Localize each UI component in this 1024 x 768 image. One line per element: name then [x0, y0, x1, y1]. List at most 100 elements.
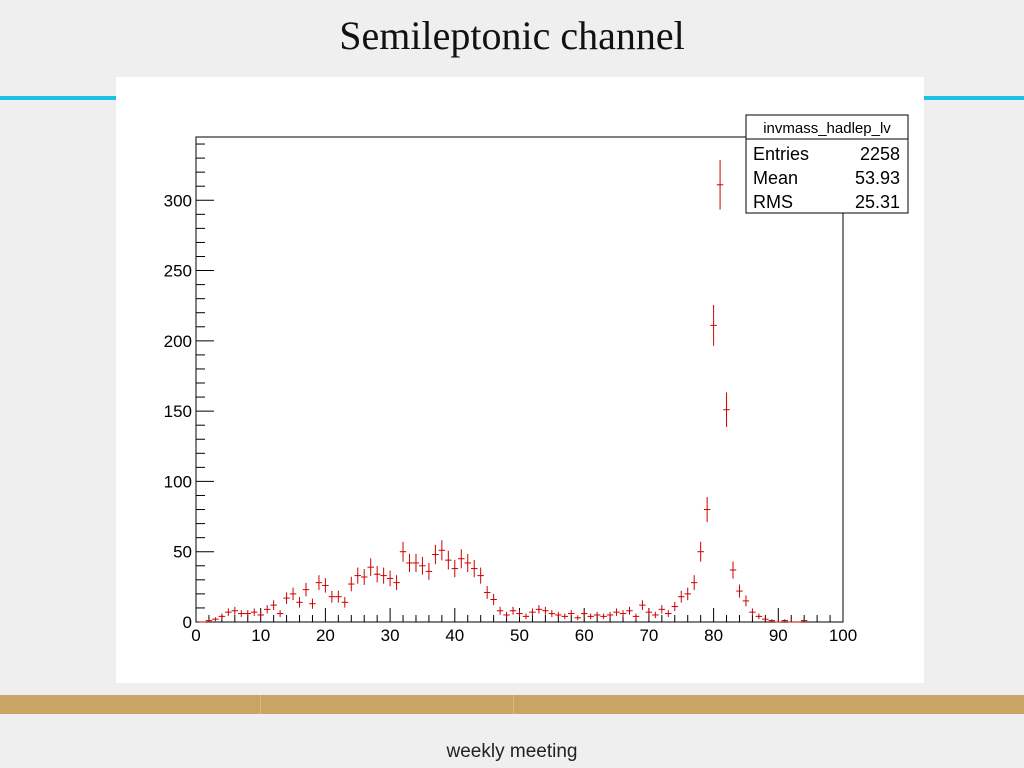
data-point: [360, 569, 368, 585]
data-point: [626, 606, 633, 615]
data-point: [406, 553, 413, 573]
data-point: [328, 590, 336, 603]
y-tick-label: 250: [164, 262, 192, 281]
stats-box-title: invmass_hadlep_lv: [763, 120, 891, 137]
x-tick-label: 60: [575, 626, 594, 645]
data-point: [380, 567, 387, 584]
data-point: [250, 608, 258, 616]
data-point: [315, 575, 323, 591]
data-point: [568, 610, 575, 618]
data-point: [555, 611, 562, 619]
data-point: [671, 601, 679, 612]
data-point: [341, 597, 349, 608]
data-point: [212, 617, 219, 622]
data-point: [289, 587, 297, 601]
data-point: [535, 605, 543, 614]
slide-title: Semileptonic channel: [339, 13, 685, 58]
y-tick-label: 100: [164, 472, 192, 491]
data-point: [302, 582, 310, 597]
data-point: [218, 613, 226, 620]
data-point: [593, 611, 601, 619]
data-point: [522, 613, 530, 620]
data-point: [322, 578, 329, 593]
data-point: [231, 606, 239, 615]
data-point: [690, 575, 698, 591]
data-point: [749, 608, 756, 616]
data-point: [665, 610, 672, 618]
plot-panel: 0 10 20 30 40 50 60 70 80 90 100 0 50 100 150 200 250 300…: [116, 77, 924, 683]
stats-box-frame: [745, 114, 909, 214]
data-point: [723, 392, 730, 427]
data-point: [386, 570, 394, 587]
data-point: [263, 605, 271, 614]
data-point: [684, 587, 691, 601]
data-point: [606, 611, 614, 619]
stats-box: invmass_hadlep_lv Entries 2258 Mean 53.9…: [745, 114, 909, 214]
footer-bar: [0, 695, 1024, 714]
data-point: [755, 613, 763, 620]
data-point: [270, 600, 277, 611]
data-point: [445, 550, 452, 570]
data-point: [464, 553, 471, 573]
data-point: [613, 608, 620, 616]
data-point: [587, 613, 594, 620]
data-point: [483, 586, 491, 599]
data-point: [238, 610, 245, 618]
data-point: [542, 606, 549, 615]
stats-mean-label: Mean: [753, 168, 798, 188]
data-point: [580, 610, 588, 618]
data-point: [574, 615, 581, 621]
data-point: [736, 584, 743, 598]
stats-entries-value: 2258: [860, 144, 900, 164]
x-tick-label: 70: [639, 626, 658, 645]
x-tick-label: 90: [769, 626, 788, 645]
data-point: [296, 597, 303, 608]
data-points: [199, 160, 808, 623]
data-point: [529, 608, 536, 616]
data-point: [276, 610, 284, 618]
data-point: [509, 606, 517, 615]
stats-entries-label: Entries: [753, 144, 809, 164]
x-tick-label: 10: [251, 626, 270, 645]
data-point: [477, 567, 484, 584]
data-point: [419, 556, 426, 575]
data-point: [762, 617, 769, 622]
data-point: [600, 613, 607, 620]
data-point: [742, 595, 750, 607]
x-tick-label: 30: [381, 626, 400, 645]
data-point: [703, 496, 711, 523]
data-point: [716, 160, 724, 210]
data-point: [309, 598, 316, 609]
data-point: [458, 549, 465, 569]
y-tick-label: 200: [164, 332, 192, 351]
data-point: [367, 558, 374, 576]
data-point: [781, 619, 789, 622]
x-tick-label: 0: [191, 626, 200, 645]
data-point: [658, 605, 666, 614]
y-tick-label: 0: [183, 613, 192, 632]
data-point: [244, 610, 251, 618]
data-point: [354, 567, 361, 584]
title-rule-left: [0, 96, 116, 100]
data-point: [639, 600, 646, 611]
data-point: [619, 610, 627, 618]
axis-tick-labels: 0 10 20 30 40 50 60 70 80 90 100 0 50 100 150 200 250 300: [164, 191, 858, 645]
data-point: [225, 608, 232, 616]
data-point: [205, 619, 213, 622]
data-point: [729, 561, 737, 579]
data-point: [490, 593, 497, 606]
data-point: [503, 611, 510, 619]
stats-mean-value: 53.93: [855, 168, 900, 188]
data-point: [678, 590, 685, 603]
data-point: [470, 559, 478, 578]
y-tick-label: 300: [164, 191, 192, 210]
x-tick-label: 80: [704, 626, 723, 645]
x-tick-label: 50: [510, 626, 529, 645]
data-point: [451, 559, 459, 578]
data-point: [548, 610, 556, 618]
data-point: [373, 566, 381, 583]
x-tick-label: 100: [829, 626, 857, 645]
data-point: [516, 610, 523, 618]
data-point: [438, 540, 446, 561]
data-point: [561, 613, 569, 620]
